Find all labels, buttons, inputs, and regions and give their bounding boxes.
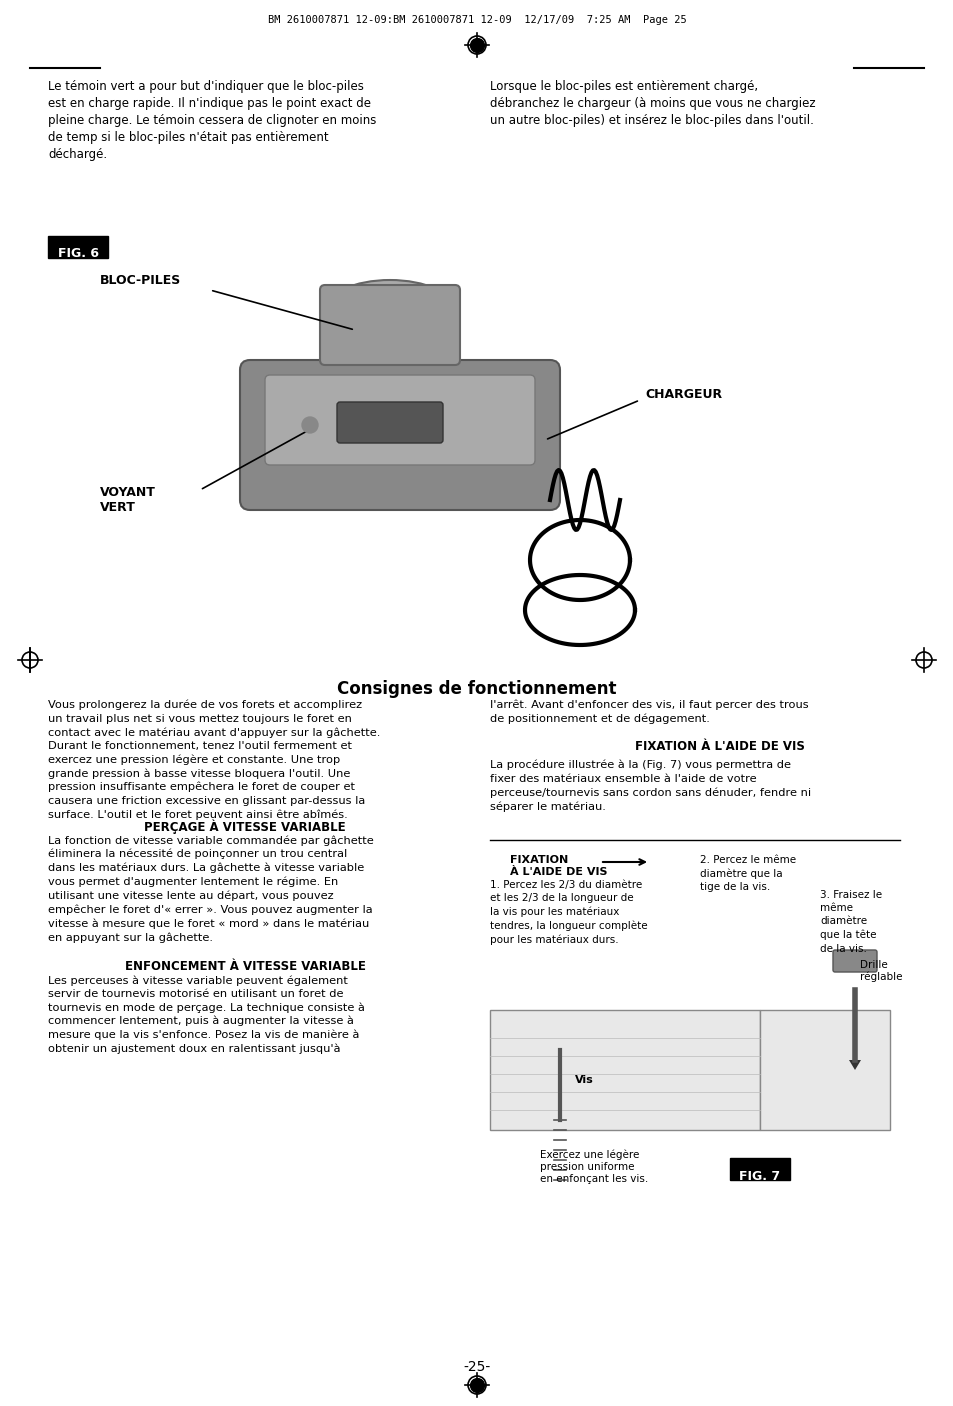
Polygon shape: [848, 1060, 861, 1070]
Text: Les perceuses à vitesse variable peuvent également
servir de tournevis motorisé : Les perceuses à vitesse variable peuvent…: [48, 974, 364, 1054]
Text: BLOC-PILES: BLOC-PILES: [100, 274, 181, 287]
Text: Le témoin vert a pour but d'indiquer que le bloc-piles
est en charge rapide. Il : Le témoin vert a pour but d'indiquer que…: [48, 80, 376, 162]
FancyBboxPatch shape: [48, 236, 108, 257]
Text: Consignes de fonctionnement: Consignes de fonctionnement: [337, 681, 616, 697]
Text: Vous prolongerez la durée de vos forets et accomplirez
un travail plus net si vo: Vous prolongerez la durée de vos forets …: [48, 700, 380, 820]
FancyBboxPatch shape: [760, 1010, 889, 1130]
FancyBboxPatch shape: [832, 950, 876, 972]
Text: La fonction de vitesse variable commandée par gâchette
éliminera la nécessité de: La fonction de vitesse variable commandé…: [48, 835, 374, 943]
FancyBboxPatch shape: [336, 402, 442, 443]
FancyBboxPatch shape: [490, 1010, 760, 1130]
Text: l'arrêt. Avant d'enfoncer des vis, il faut percer des trous
de positionnement et: l'arrêt. Avant d'enfoncer des vis, il fa…: [490, 700, 808, 724]
Text: FIG. 6: FIG. 6: [57, 247, 98, 260]
Text: PERÇAGE À VITESSE VARIABLE: PERÇAGE À VITESSE VARIABLE: [144, 820, 345, 835]
Text: FIXATION
À L'AIDE DE VIS: FIXATION À L'AIDE DE VIS: [510, 855, 607, 876]
Text: 3. Fraisez le
même
diamètre
que la tête
de la vis.: 3. Fraisez le même diamètre que la tête …: [820, 890, 882, 953]
Circle shape: [302, 418, 317, 433]
Text: 2. Percez le même
diamètre que la
tige de la vis.: 2. Percez le même diamètre que la tige d…: [700, 855, 796, 891]
FancyBboxPatch shape: [265, 375, 535, 465]
Text: CHARGEUR: CHARGEUR: [644, 388, 721, 402]
FancyBboxPatch shape: [319, 285, 459, 366]
Text: Lorsque le bloc-piles est entièrement chargé,
débranchez le chargeur (à moins qu: Lorsque le bloc-piles est entièrement ch…: [490, 80, 815, 127]
Text: Drille
réglable: Drille réglable: [859, 960, 902, 983]
FancyBboxPatch shape: [729, 1159, 789, 1180]
Text: -25-: -25-: [463, 1360, 490, 1374]
Text: ENFONCEMENT À VITESSE VARIABLE: ENFONCEMENT À VITESSE VARIABLE: [125, 960, 365, 973]
Text: Vis: Vis: [575, 1076, 593, 1085]
Text: FIXATION À L'AIDE DE VIS: FIXATION À L'AIDE DE VIS: [635, 740, 804, 754]
Text: FIG. 7: FIG. 7: [739, 1170, 780, 1182]
Ellipse shape: [325, 280, 455, 340]
Text: La procédure illustrée à la (Fig. 7) vous permettra de
fixer des matériaux ensem: La procédure illustrée à la (Fig. 7) vou…: [490, 761, 810, 811]
FancyBboxPatch shape: [240, 360, 559, 510]
Text: Exercez une légère
pression uniforme
en enfonçant les vis.: Exercez une légère pression uniforme en …: [539, 1150, 648, 1184]
Text: 1. Percez les 2/3 du diamètre
et les 2/3 de la longueur de
la vis pour les matér: 1. Percez les 2/3 du diamètre et les 2/3…: [490, 880, 647, 945]
Text: BM 2610007871 12-09:BM 2610007871 12-09  12/17/09  7:25 AM  Page 25: BM 2610007871 12-09:BM 2610007871 12-09 …: [268, 15, 685, 25]
Text: VOYANT
VERT: VOYANT VERT: [100, 486, 155, 515]
